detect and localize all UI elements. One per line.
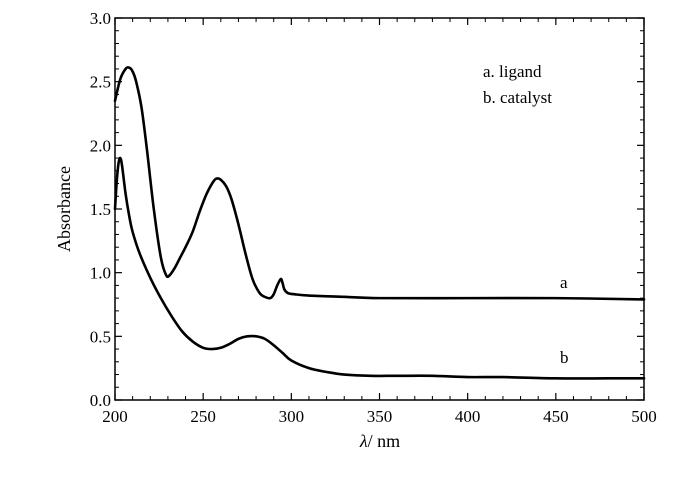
x-tick-label: 250 [190, 407, 216, 426]
curve-label-b: b [560, 348, 569, 367]
x-tick-label: 400 [455, 407, 481, 426]
y-tick-label: 3.0 [90, 9, 111, 28]
tick-labels: 200 250 300 350 400 450 500 0.0 0.5 1.0 1.5 2.0 2.5 3… [90, 9, 657, 426]
y-tick-label: 0.0 [90, 391, 111, 410]
y-axis-title: Absorbance [54, 166, 74, 252]
series-line-b [113, 156, 646, 380]
legend-entry-ligand: a. ligand [483, 62, 542, 81]
x-tick-label: 200 [102, 407, 128, 426]
y-tick-label: 1.0 [90, 264, 111, 283]
series-curves [113, 66, 646, 380]
x-tick-label: 450 [543, 407, 569, 426]
y-tick-label: 0.5 [90, 327, 111, 346]
x-axis-symbol: λ [359, 431, 368, 451]
x-tick-label: 500 [631, 407, 657, 426]
x-tick-label: 350 [367, 407, 393, 426]
x-axis-unit: / nm [368, 431, 401, 451]
y-tick-label: 2.5 [90, 73, 111, 92]
y-tick-label: 2.0 [90, 136, 111, 155]
legend-entry-catalyst: b. catalyst [483, 88, 552, 107]
x-tick-label: 300 [279, 407, 305, 426]
x-axis-title: λ/ nm [359, 431, 400, 451]
curve-label-a: a [560, 273, 568, 292]
series-line-a [113, 66, 646, 301]
y-tick-label: 1.5 [90, 200, 111, 219]
axis-ticks [114, 17, 645, 401]
legend: a. ligand b. catalyst [483, 62, 552, 107]
